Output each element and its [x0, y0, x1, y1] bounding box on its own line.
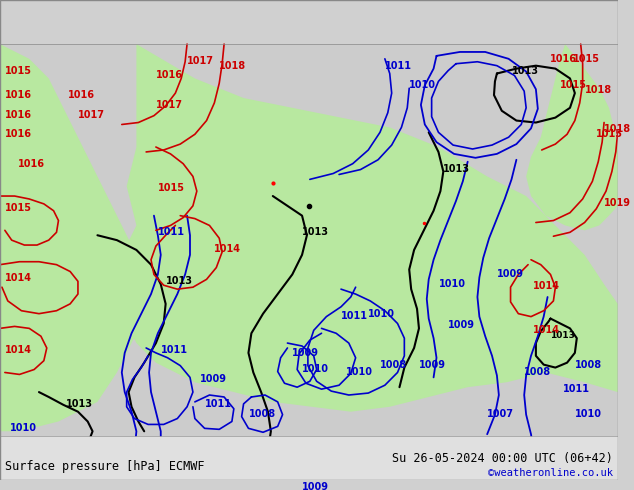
- Text: 1009: 1009: [497, 270, 524, 279]
- Text: 1009: 1009: [292, 348, 320, 358]
- Text: 1011: 1011: [165, 472, 193, 482]
- Text: 1016: 1016: [5, 90, 32, 100]
- Text: Su 26-05-2024 00:00 UTC (06+42): Su 26-05-2024 00:00 UTC (06+42): [392, 452, 613, 465]
- Text: 1010: 1010: [10, 423, 37, 433]
- Text: 1011: 1011: [161, 345, 188, 355]
- Polygon shape: [0, 44, 618, 436]
- Bar: [0, 436, 618, 480]
- Text: 1011: 1011: [127, 443, 153, 453]
- Text: 1016: 1016: [18, 159, 44, 169]
- Text: 1015: 1015: [5, 66, 32, 75]
- Text: 1015: 1015: [597, 129, 623, 139]
- Text: 1009: 1009: [302, 482, 329, 490]
- Text: 1009: 1009: [448, 320, 476, 330]
- Text: 1015: 1015: [158, 183, 185, 193]
- Text: 1007: 1007: [487, 409, 514, 418]
- Polygon shape: [112, 44, 618, 412]
- Text: 1017: 1017: [156, 100, 183, 110]
- Text: 1013: 1013: [512, 66, 538, 75]
- Text: 1008: 1008: [249, 409, 276, 418]
- Text: 1011: 1011: [385, 61, 412, 71]
- Text: 1011: 1011: [563, 384, 590, 394]
- Text: 1016: 1016: [68, 90, 95, 100]
- Text: 1017: 1017: [187, 56, 214, 66]
- Text: 1018: 1018: [219, 61, 247, 71]
- Text: 1009: 1009: [10, 448, 37, 458]
- Text: 1009: 1009: [385, 448, 412, 458]
- Text: Surface pressure [hPa] ECMWF: Surface pressure [hPa] ECMWF: [5, 460, 204, 473]
- Text: 1015: 1015: [5, 203, 32, 213]
- Text: 1016: 1016: [550, 54, 576, 64]
- Text: 1008: 1008: [380, 360, 407, 369]
- Text: 1018: 1018: [604, 124, 631, 134]
- Text: 1010: 1010: [409, 80, 436, 90]
- Polygon shape: [526, 44, 618, 230]
- Text: 1016: 1016: [156, 71, 183, 80]
- Text: ©weatheronline.co.uk: ©weatheronline.co.uk: [488, 468, 613, 478]
- Text: 1011: 1011: [205, 399, 231, 409]
- Text: 1010: 1010: [439, 279, 465, 289]
- Text: 1011: 1011: [158, 227, 185, 237]
- Text: 1009: 1009: [200, 374, 227, 384]
- Text: 1014: 1014: [5, 273, 32, 283]
- Text: 1015: 1015: [560, 80, 587, 90]
- Text: 1013: 1013: [550, 331, 576, 340]
- Text: 1014: 1014: [533, 325, 560, 335]
- Text: 1011: 1011: [341, 311, 368, 320]
- Text: 1010: 1010: [575, 409, 602, 418]
- Text: 1015: 1015: [573, 54, 600, 64]
- Text: 1018: 1018: [585, 85, 612, 95]
- Text: 1013: 1013: [165, 276, 193, 286]
- Text: 1019: 1019: [604, 198, 631, 208]
- Text: 1014: 1014: [533, 281, 560, 291]
- Text: 1008: 1008: [487, 443, 514, 453]
- Text: 1013: 1013: [302, 227, 329, 237]
- Text: 1010: 1010: [368, 309, 395, 318]
- Text: 1016: 1016: [5, 110, 32, 120]
- Text: 1009: 1009: [283, 472, 309, 482]
- Text: 1013: 1013: [443, 164, 470, 173]
- Text: 1014: 1014: [5, 345, 32, 355]
- Text: 1010: 1010: [346, 368, 373, 377]
- Text: 1010: 1010: [302, 365, 329, 374]
- Text: 1016: 1016: [5, 129, 32, 139]
- Polygon shape: [0, 235, 107, 355]
- Polygon shape: [0, 44, 151, 431]
- Text: 1017: 1017: [78, 110, 105, 120]
- Text: 1008: 1008: [575, 360, 602, 369]
- Text: 1008: 1008: [524, 368, 552, 377]
- Text: 1009: 1009: [419, 360, 446, 369]
- Text: 1014: 1014: [214, 244, 242, 254]
- Text: 1013: 1013: [67, 399, 93, 409]
